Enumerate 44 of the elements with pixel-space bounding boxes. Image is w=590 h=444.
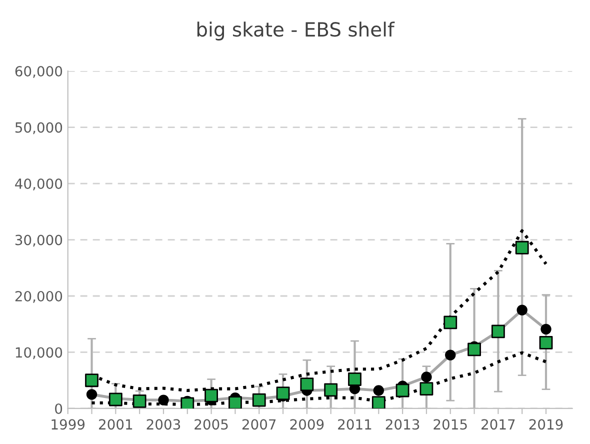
point [444, 316, 458, 330]
x-tick-label: 2015 [434, 419, 467, 430]
x-tick-label: 2019 [529, 419, 563, 430]
point [108, 392, 122, 406]
x-tick-label: 2001 [99, 419, 132, 430]
x-tick-label: 2005 [194, 419, 228, 430]
point [348, 372, 362, 386]
point [372, 396, 386, 408]
y-tick-label: 0 [55, 403, 62, 414]
point [421, 372, 432, 382]
point [324, 383, 338, 397]
y-tick-label: 50,000 [15, 122, 62, 134]
point [468, 342, 481, 356]
point [86, 389, 98, 400]
point [228, 396, 242, 408]
y-tick-label: 60,000 [15, 66, 62, 78]
x-tick-label: 2017 [482, 419, 515, 430]
y-tick-label: 30,000 [15, 234, 62, 247]
point [276, 386, 290, 400]
point [396, 384, 410, 398]
point [540, 324, 552, 335]
chart-title: big skate - EBS shelf [197, 22, 395, 40]
point [85, 374, 98, 388]
point [420, 382, 434, 396]
point [516, 304, 528, 316]
y-tick-label: 20,000 [15, 290, 62, 303]
x-tick-label: 1999 [52, 419, 85, 430]
x-tick-label: 2007 [242, 419, 276, 430]
y-tick-label: 40,000 [15, 178, 62, 190]
y-tick-label: 10,000 [16, 347, 62, 360]
point [300, 378, 314, 392]
point [491, 324, 505, 338]
x-tick-label: 2009 [290, 419, 324, 430]
x-tick-label: 2013 [386, 419, 420, 430]
x-tick-label: 2003 [146, 419, 180, 430]
point [252, 393, 266, 407]
point [445, 350, 456, 360]
point [132, 394, 146, 408]
point [158, 394, 169, 406]
x-tick-label: 2011 [338, 419, 372, 430]
point [373, 385, 384, 396]
point [204, 388, 218, 402]
point [539, 336, 553, 350]
point [515, 240, 529, 254]
